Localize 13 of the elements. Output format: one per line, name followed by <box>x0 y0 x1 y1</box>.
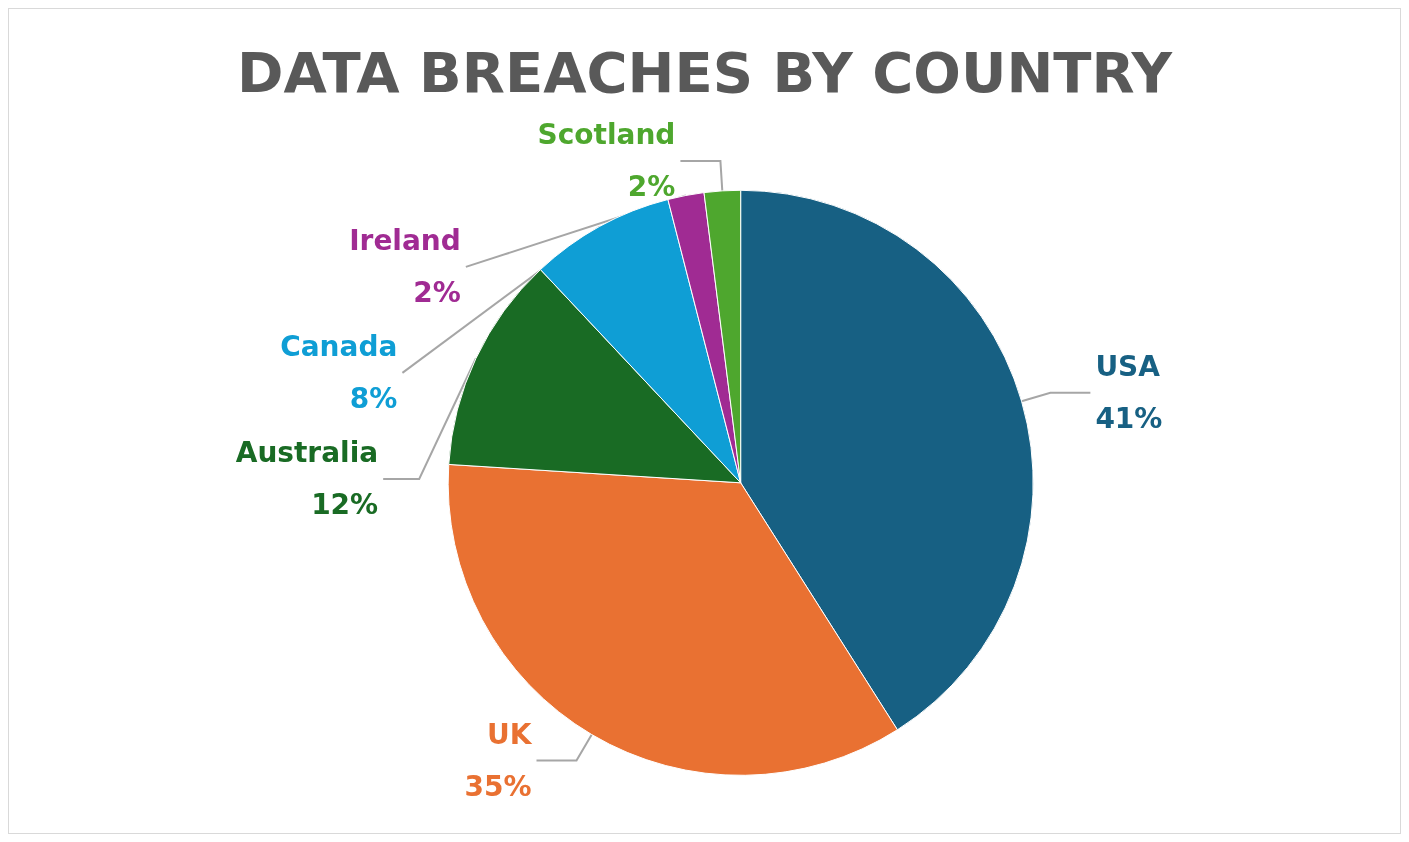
data-label: 2% <box>627 170 676 204</box>
slice-label: Scotland <box>537 118 676 152</box>
data-label: 12% <box>311 488 379 522</box>
slice-label: Ireland <box>349 224 461 258</box>
slice-label: UK <box>487 717 533 751</box>
data-label: 41% <box>1095 402 1163 436</box>
data-label: 8% <box>349 382 398 416</box>
chart-title: DATA BREACHES BY COUNTRY <box>236 39 1174 105</box>
slice-label: Australia <box>235 436 379 470</box>
data-label: 2% <box>413 276 461 310</box>
slice-label: USA <box>1095 350 1161 384</box>
slice-label: Canada <box>280 330 398 364</box>
data-label: 35% <box>464 769 532 803</box>
